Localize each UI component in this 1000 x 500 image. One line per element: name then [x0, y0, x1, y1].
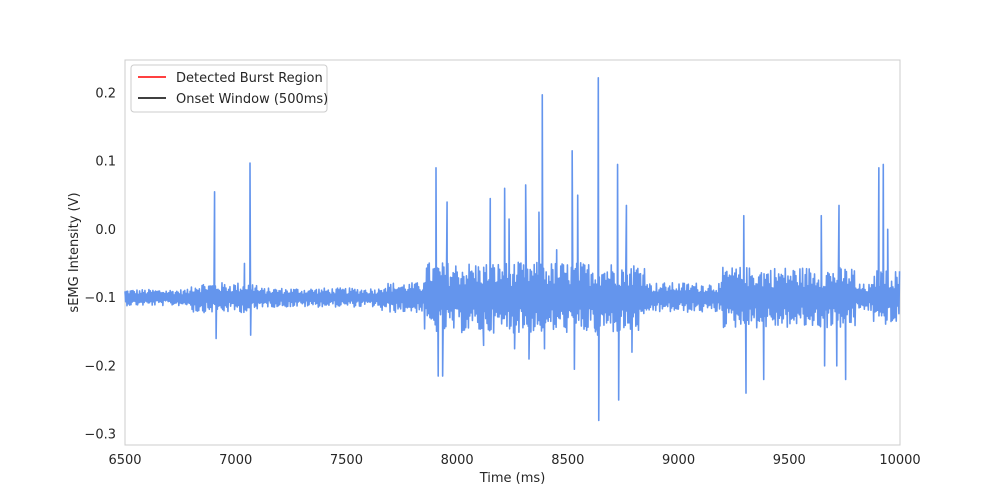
x-tick-labels: 6500 7000 7500 8000 8500 9000 9500 10000 — [108, 453, 920, 468]
x-tick-label: 10000 — [879, 453, 920, 468]
legend-box — [130, 64, 328, 113]
x-tick-label: 7500 — [330, 453, 363, 468]
y-tick-label: 0.1 — [95, 155, 116, 170]
y-tick-label: −0.1 — [84, 291, 116, 306]
y-tick-label: −0.3 — [84, 428, 116, 443]
x-tick-label: 8000 — [441, 453, 474, 468]
y-tick-label: 0.0 — [95, 223, 116, 238]
x-tick-label: 9500 — [773, 453, 806, 468]
legend-label-onset: Onset Window (500ms) — [176, 92, 328, 107]
y-tick-label: 0.2 — [95, 86, 116, 101]
y-axis-label: sEMG Intensity (V) — [67, 192, 82, 312]
legend-label-burst: Detected Burst Region — [176, 71, 323, 86]
y-tick-labels: −0.3 −0.2 −0.1 0.0 0.1 0.2 — [84, 86, 116, 442]
y-tick-label: −0.2 — [84, 359, 116, 374]
series-layer — [124, 76, 901, 422]
semg-signal-line — [124, 76, 901, 422]
x-axis-label: Time (ms) — [479, 471, 546, 486]
x-tick-label: 8500 — [551, 453, 584, 468]
x-tick-label: 6500 — [108, 453, 141, 468]
legend: Detected Burst Region Onset Window (500m… — [130, 64, 328, 113]
x-tick-label: 9000 — [662, 453, 695, 468]
plot-area — [124, 59, 901, 446]
x-tick-label: 7000 — [219, 453, 252, 468]
